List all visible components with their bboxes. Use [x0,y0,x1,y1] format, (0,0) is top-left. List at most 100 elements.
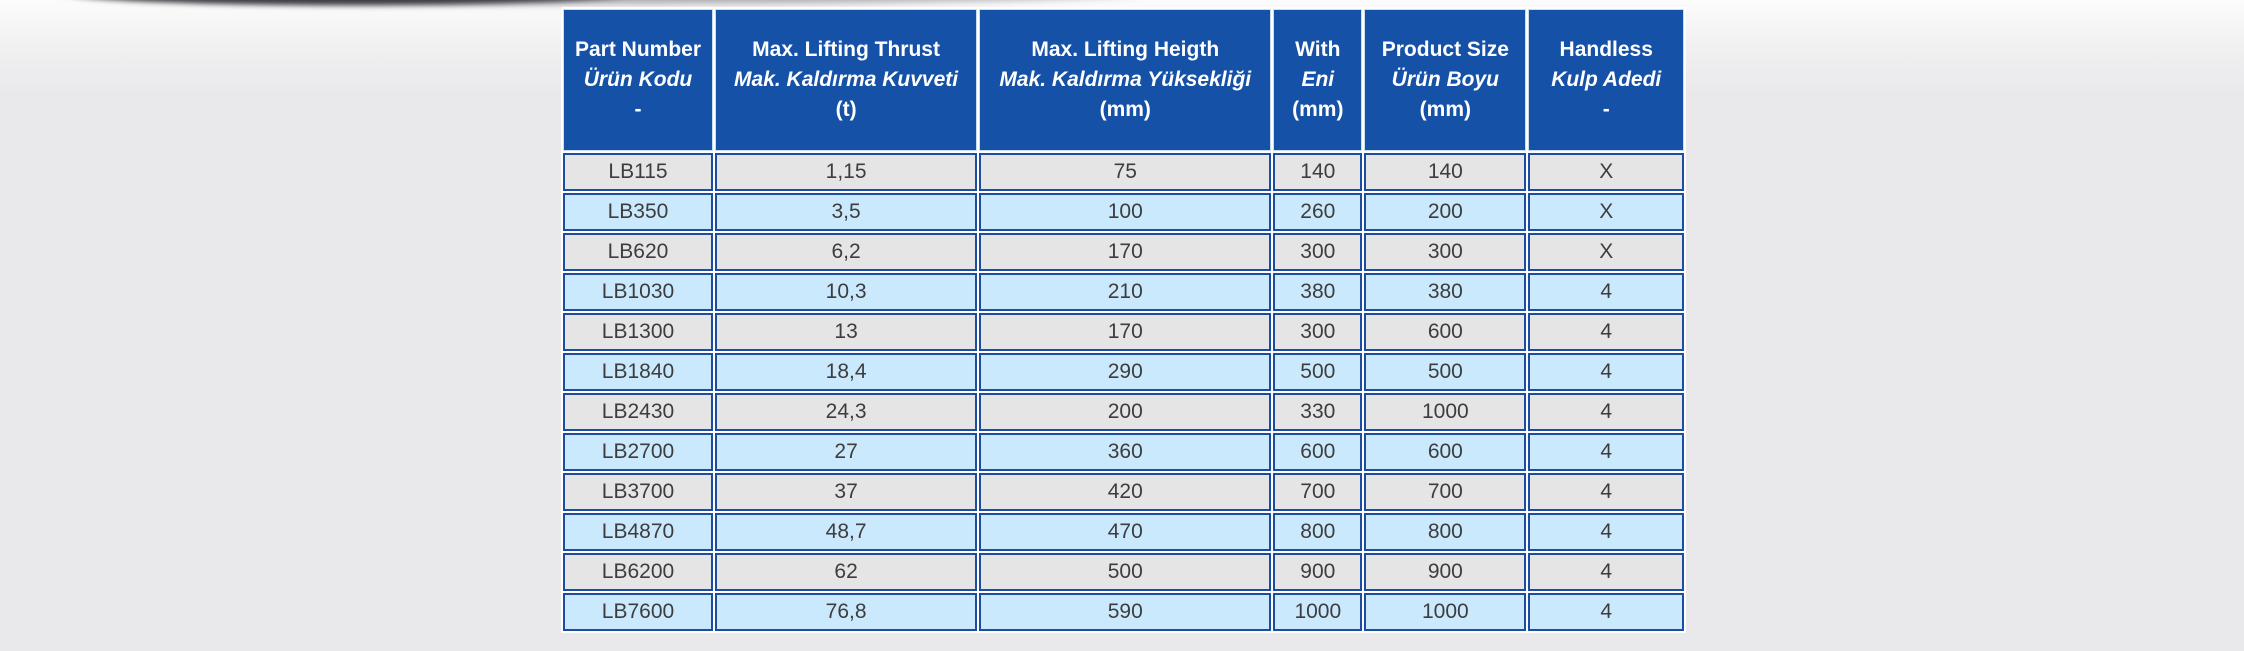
cell-max-lifting-height: 200 [979,393,1272,431]
cell-max-lifting-thrust: 76,8 [714,593,978,631]
product-spec-table: Part Number Ürün Kodu - Max. Lifting Thrust… [561,7,1686,633]
column-header-width-en: With [1295,38,1341,61]
cell-handles: 4 [1528,353,1684,391]
cell-product-size: 700 [1364,473,1527,511]
cell-part-number: LB2700 [563,433,713,471]
table-row: LB1030 10,3 210 380 380 4 [563,273,1684,311]
cell-handles: X [1528,153,1684,191]
cell-handles: 4 [1528,553,1684,591]
column-header-width-unit: (mm) [1292,98,1344,121]
column-header-max-lifting-height-en: Max. Lifting Heigth [1031,38,1220,61]
cell-part-number: LB2430 [563,393,713,431]
column-header-max-lifting-thrust: Max. Lifting Thrust Mak. Kaldırma Kuvveti… [714,9,978,151]
cell-max-lifting-thrust: 1,15 [714,153,978,191]
cell-product-size: 600 [1364,433,1527,471]
cell-part-number: LB6200 [563,553,713,591]
cell-width: 900 [1273,553,1363,591]
cell-handles: 4 [1528,433,1684,471]
table-row: LB4870 48,7 470 800 800 4 [563,513,1684,551]
cell-product-size: 600 [1364,313,1527,351]
cell-product-size: 300 [1364,233,1527,271]
cell-part-number: LB3700 [563,473,713,511]
cell-width: 300 [1273,233,1363,271]
cell-width: 330 [1273,393,1363,431]
table-row: LB1300 13 170 300 600 4 [563,313,1684,351]
table-row: LB1840 18,4 290 500 500 4 [563,353,1684,391]
cell-max-lifting-thrust: 62 [714,553,978,591]
table-row: LB620 6,2 170 300 300 X [563,233,1684,271]
table-row: LB3700 37 420 700 700 4 [563,473,1684,511]
cell-max-lifting-thrust: 37 [714,473,978,511]
cell-max-lifting-thrust: 48,7 [714,513,978,551]
cell-part-number: LB350 [563,193,713,231]
column-header-max-lifting-height-tr: Mak. Kaldırma Yüksekliği [999,68,1252,91]
cell-width: 1000 [1273,593,1363,631]
table-row: LB2430 24,3 200 330 1000 4 [563,393,1684,431]
table-header-row: Part Number Ürün Kodu - Max. Lifting Thrust… [563,9,1684,151]
cell-max-lifting-thrust: 24,3 [714,393,978,431]
cell-width: 380 [1273,273,1363,311]
cell-product-size: 1000 [1364,593,1527,631]
cell-handles: X [1528,193,1684,231]
cell-handles: X [1528,233,1684,271]
column-header-width-tr: Eni [1301,68,1335,91]
table-row: LB6200 62 500 900 900 4 [563,553,1684,591]
column-header-handles: Handless Kulp Adedi - [1528,9,1684,151]
cell-max-lifting-height: 590 [979,593,1272,631]
column-header-product-size: Product Size Ürün Boyu (mm) [1364,9,1527,151]
cell-handles: 4 [1528,313,1684,351]
cell-width: 500 [1273,353,1363,391]
cell-max-lifting-thrust: 3,5 [714,193,978,231]
column-header-product-size-tr: Ürün Boyu [1391,68,1499,91]
cell-max-lifting-height: 170 [979,313,1272,351]
column-header-handles-tr: Kulp Adedi [1551,68,1662,91]
cell-max-lifting-thrust: 6,2 [714,233,978,271]
cell-handles: 4 [1528,593,1684,631]
cell-max-lifting-thrust: 13 [714,313,978,351]
cell-width: 800 [1273,513,1363,551]
column-header-product-size-unit: (mm) [1419,98,1471,121]
cell-width: 700 [1273,473,1363,511]
cell-max-lifting-thrust: 18,4 [714,353,978,391]
column-header-handles-en: Handless [1559,38,1653,61]
column-header-width: With Eni (mm) [1273,9,1363,151]
cell-handles: 4 [1528,393,1684,431]
cell-part-number: LB7600 [563,593,713,631]
column-header-max-lifting-height: Max. Lifting Heigth Mak. Kaldırma Yüksekl… [979,9,1272,151]
cell-max-lifting-height: 210 [979,273,1272,311]
cell-product-size: 200 [1364,193,1527,231]
column-header-max-lifting-height-unit: (mm) [1099,98,1151,121]
column-header-max-lifting-thrust-en: Max. Lifting Thrust [752,38,940,61]
cell-width: 300 [1273,313,1363,351]
cell-max-lifting-height: 470 [979,513,1272,551]
cell-part-number: LB1840 [563,353,713,391]
column-header-part-number: Part Number Ürün Kodu - [563,9,713,151]
cell-max-lifting-height: 290 [979,353,1272,391]
column-header-handles-unit: - [1602,98,1610,121]
cell-handles: 4 [1528,513,1684,551]
cell-max-lifting-height: 360 [979,433,1272,471]
cell-handles: 4 [1528,473,1684,511]
cell-product-size: 800 [1364,513,1527,551]
column-header-product-size-en: Product Size [1381,38,1509,61]
column-header-part-number-unit: - [634,98,642,121]
column-header-max-lifting-thrust-unit: (t) [835,98,857,121]
table-row: LB2700 27 360 600 600 4 [563,433,1684,471]
cell-product-size: 500 [1364,353,1527,391]
column-header-part-number-tr: Ürün Kodu [583,68,693,91]
table-row: LB350 3,5 100 260 200 X [563,193,1684,231]
cell-max-lifting-height: 420 [979,473,1272,511]
cell-max-lifting-height: 500 [979,553,1272,591]
cell-part-number: LB1300 [563,313,713,351]
cell-product-size: 1000 [1364,393,1527,431]
cell-width: 140 [1273,153,1363,191]
cell-product-size: 380 [1364,273,1527,311]
cell-width: 600 [1273,433,1363,471]
table-row: LB7600 76,8 590 1000 1000 4 [563,593,1684,631]
cell-handles: 4 [1528,273,1684,311]
cell-max-lifting-height: 75 [979,153,1272,191]
column-header-max-lifting-thrust-tr: Mak. Kaldırma Kuvveti [734,68,959,91]
cell-max-lifting-thrust: 27 [714,433,978,471]
cell-max-lifting-height: 170 [979,233,1272,271]
